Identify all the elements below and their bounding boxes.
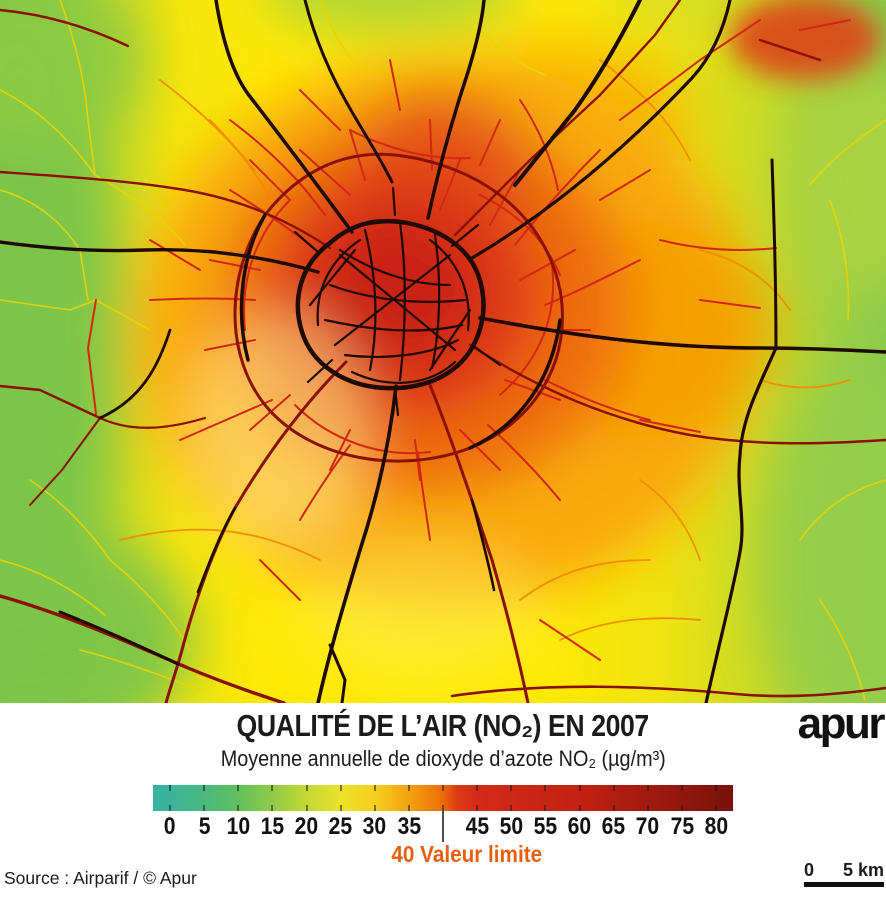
map-title: QUALITÉ DE L’AIR (NO₂) EN 2007	[0, 708, 886, 744]
tick-label: 45	[465, 813, 489, 840]
scale-tick-mark	[358, 785, 392, 811]
tick-label: 10	[226, 813, 251, 840]
map-subtitle: Moyenne annuelle de dioxyde d’azote NO₂ …	[0, 746, 886, 772]
tick-label: 20	[294, 813, 319, 840]
scale-tick-mark	[597, 785, 631, 811]
tick-label: 65	[601, 813, 626, 840]
scale-tick-mark	[563, 785, 597, 811]
tick-label: 5	[198, 813, 211, 840]
scale-tick-mark	[187, 785, 221, 811]
scale-tick-mark	[153, 785, 187, 811]
map-canvas	[0, 0, 886, 703]
scale-bar-start: 0	[804, 860, 815, 880]
scale-tick-mark	[699, 785, 733, 811]
source-credit: Source : Airparif / © Apur	[4, 868, 197, 888]
scale-bar-line	[804, 882, 884, 887]
tick-label: 25	[328, 813, 353, 840]
air-quality-map	[0, 0, 886, 703]
scale-tick-mark	[460, 785, 494, 811]
tick-label: 30	[363, 813, 387, 840]
scale-tick-mark	[255, 785, 289, 811]
scale-tick-mark	[392, 785, 426, 811]
limit-line	[442, 811, 445, 842]
tick-label: 35	[397, 813, 421, 840]
tick-label: 80	[704, 813, 728, 840]
scale-tick-mark	[528, 785, 562, 811]
scale-tick-labels: 0 5 10 15 20 25 30 35 45 50 55 60 65 70 …	[153, 811, 733, 842]
limit-value-label: 40 Valeur limite	[391, 841, 543, 867]
scale-tick-mark	[290, 785, 324, 811]
map-subtitle-text: Moyenne annuelle de dioxyde d’azote NO₂ …	[220, 746, 666, 771]
scale-tick-mark	[665, 785, 699, 811]
scale-bar-end: 5 km	[842, 860, 884, 880]
limit-line-cell	[426, 811, 460, 842]
tick-label: 0	[164, 813, 176, 840]
tick-label: 60	[567, 813, 592, 840]
scale-tick-mark	[631, 785, 665, 811]
tick-label: 75	[670, 813, 694, 840]
scale-tick-mark	[494, 785, 528, 811]
scale-tick-mark	[324, 785, 358, 811]
map-title-text: QUALITÉ DE L’AIR (NO₂) EN 2007	[236, 708, 650, 743]
apur-logo: apur	[797, 699, 886, 748]
color-scale-bar	[153, 785, 733, 811]
tick-label: 55	[533, 813, 558, 840]
scale-tick-mark-40	[426, 785, 460, 811]
tick-label: 70	[636, 813, 660, 840]
scale-tick-mark	[221, 785, 255, 811]
tick-label: 15	[260, 813, 285, 840]
tick-label: 50	[499, 813, 524, 840]
scale-bar: 0 5 km	[804, 861, 884, 887]
